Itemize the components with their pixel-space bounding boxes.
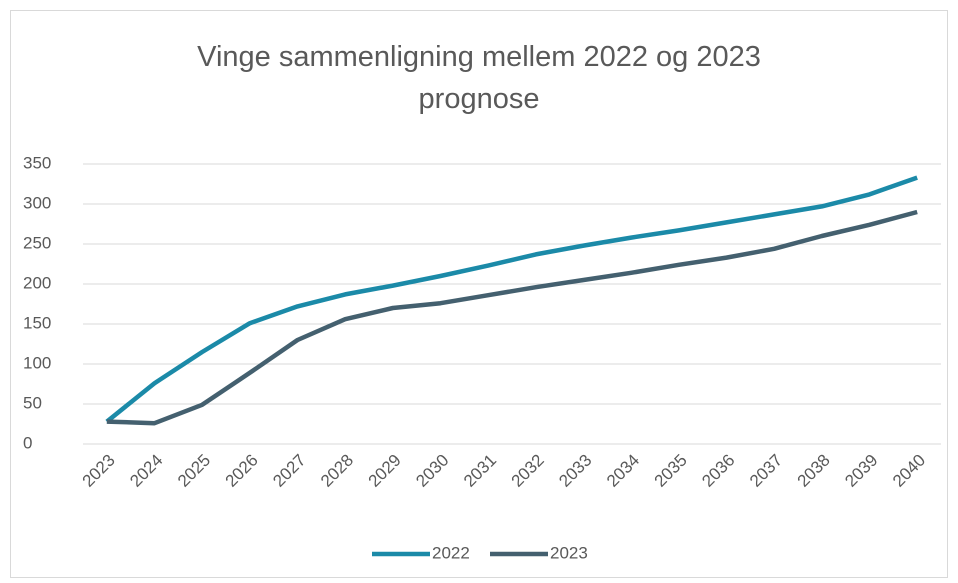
chart-frame — [10, 10, 948, 578]
line-series — [106, 209, 918, 426]
y-tick-label: 50 — [23, 393, 42, 412]
y-tick-label: 0 — [23, 433, 32, 452]
legend-label: 2023 — [550, 543, 588, 562]
chart-title: Vinge sammenligning mellem 2022 og 2023 … — [197, 41, 761, 115]
y-tick-label: 100 — [23, 353, 51, 372]
y-tick-label: 250 — [23, 233, 51, 252]
y-tick-label: 350 — [23, 153, 51, 172]
y-tick-label: 200 — [23, 273, 51, 292]
y-tick-label: 300 — [23, 193, 51, 212]
y-tick-label: 150 — [23, 313, 51, 332]
legend-label: 2022 — [432, 543, 470, 562]
line-series — [105, 175, 918, 424]
